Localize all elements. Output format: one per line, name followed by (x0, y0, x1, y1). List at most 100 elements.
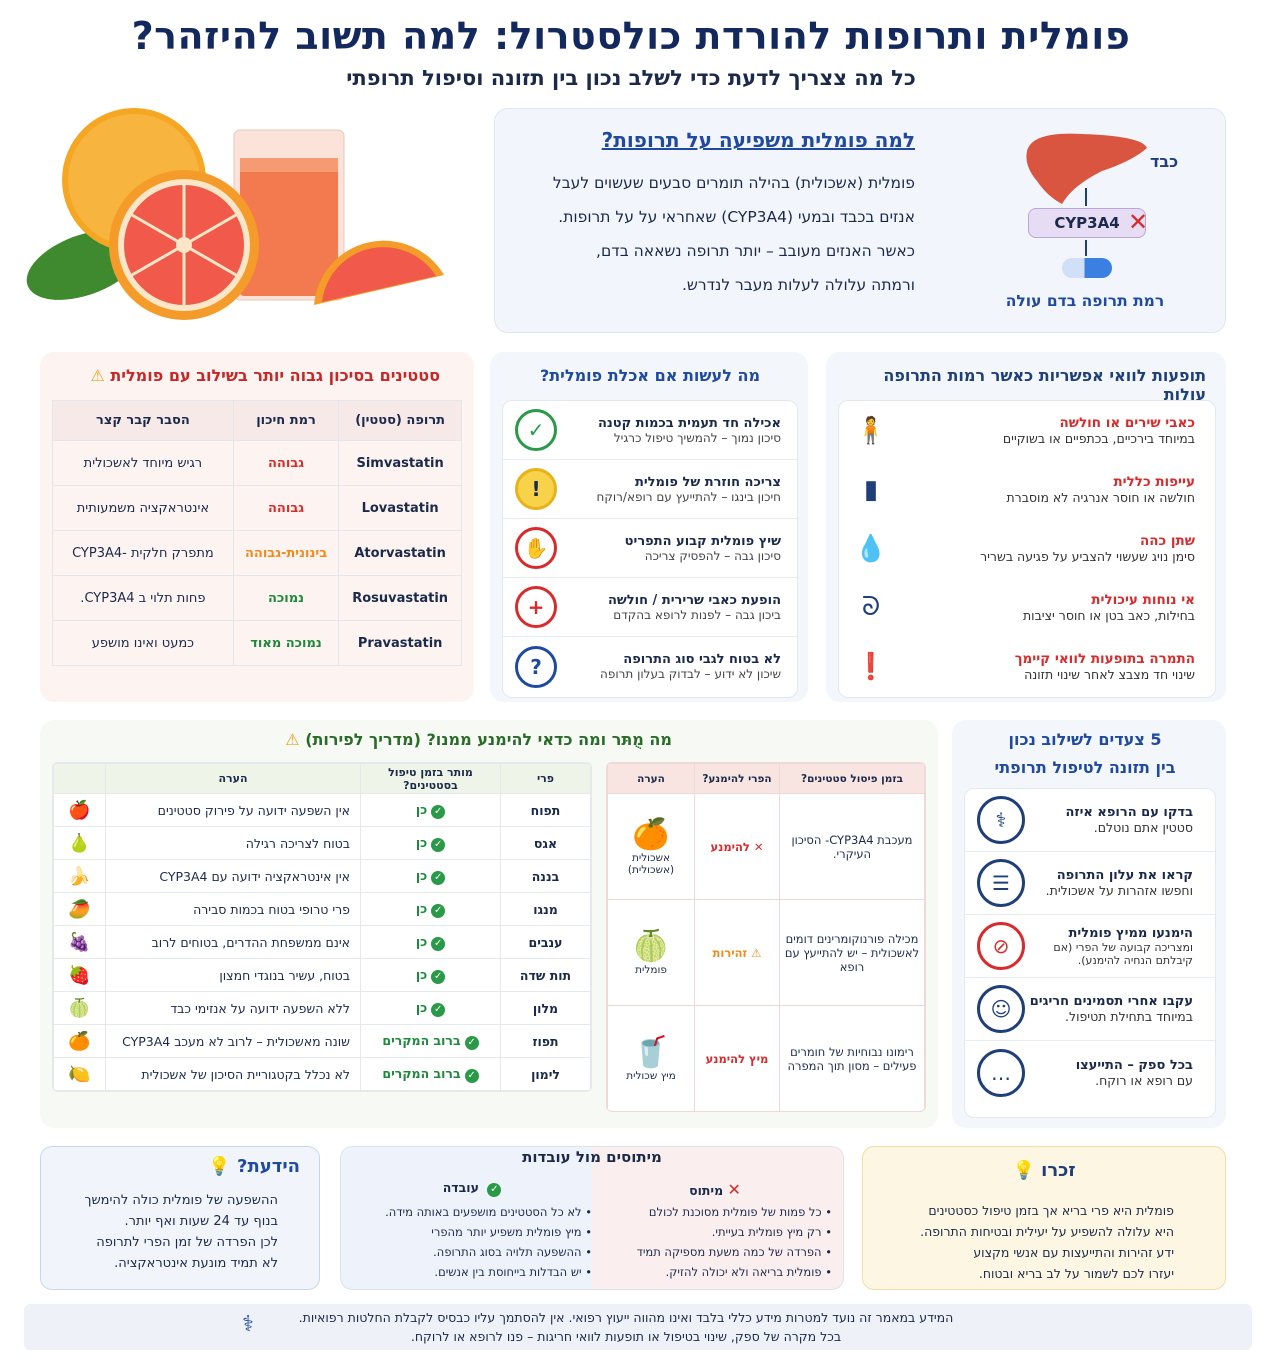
list-item: אי נוחות עיכולית בחילות, כאב בטן או חוסר … (839, 578, 1215, 637)
col-header: בזמן פיסול סטטינים? (779, 763, 925, 794)
lightbulb-icon: 💡 (208, 1156, 231, 1177)
disclaimer: המידע במאמר זה נועד למטרות מידע כללי בלב… (280, 1308, 972, 1346)
avoid-fruit: 🥤 מיץ שכולית (607, 1005, 695, 1111)
myth-header: ✕ מיתוס (689, 1180, 741, 1199)
warning-icon: ⚠ (285, 730, 300, 749)
fruit-icon: 🍎 (53, 793, 106, 827)
effect-sub: בחילות, כאב בטן או חוסר יציבות (1022, 608, 1195, 623)
drop-icon: 💧 (854, 533, 888, 564)
table-row: בננה ✓כן אין אינטראקציה ידועה עם CYP3A4 🍌 (53, 859, 591, 893)
fruit-name: אגס (500, 826, 591, 860)
table-row: ענבים ✓כן אינם ממשפחת ההדרים, בטוחים לרוב 🍇 (53, 925, 591, 959)
list-item: בכל ספק – התייעצו עם רופא או רוקח.… (965, 1041, 1215, 1104)
did-you-know-title: הידעת? 💡 (208, 1156, 300, 1177)
table-row: Lovastatin גבוהה אינטראקציה משמעותית (52, 485, 462, 531)
why-title: למה פומלית משפיעה על תרופות? (601, 128, 915, 152)
side-effects-list: כאבי שירים או חולשה במיוחד בירכיים, בכתפי… (838, 400, 1216, 698)
fruit-note: בטוח, עשיר בנוגדי חמצון (105, 958, 361, 992)
table-row: מנגו ✓כן פרי טרופי בטוח בכמות סבירה 🥭 (53, 892, 591, 926)
list-item: קראו את עלון התרופה וחפשו אזהרות על אשכול… (965, 852, 1215, 915)
action-sub: ביכון גבה – לפנות לרופא בהקדם (613, 607, 781, 622)
action-main: לא בטוח לגבי סוג התרופה (623, 652, 781, 667)
arrow-down-icon (1085, 188, 1087, 206)
col-header: רמת חיכון (232, 400, 340, 441)
table-row: אגס ✓כן בטוח לצריכה רגילה 🍐 (53, 826, 591, 860)
fruit-icon: 🍈 (53, 991, 106, 1025)
table-row: לימון ✓ברוב המקרים לא נכלל בקטגוריית הסיכו… (53, 1057, 591, 1091)
check-icon: ✓ (431, 936, 446, 951)
warning-icon: ⚠ (90, 366, 105, 385)
action-main: הופעת כאבי שרירית / חולשה (607, 592, 781, 608)
table-row: Atorvastatin בינונית-גבוהה מתפרק חלקית -CY… (52, 530, 462, 576)
why-line: כאשר האנזים מעובב – יותר תרופה נשאאה בדם… (596, 242, 915, 260)
document-icon: ☰ (977, 859, 1025, 907)
fruit-name: תות שדה (500, 958, 591, 992)
liver-diagram: כבד CYP3A4 ✕ רמת תרופה בדם עולה (990, 118, 1210, 323)
drug-name: Lovastatin (338, 485, 462, 531)
list-item: כאבי שירים או חולשה במיוחד בירכיים, בכתפי… (839, 401, 1215, 460)
check-icon: ✓ (464, 1035, 479, 1050)
pomelo-icon: 🍈 (632, 929, 670, 964)
avoid-verdict: מיץ להימנע (694, 1005, 780, 1111)
check-icon: ✓ (464, 1068, 479, 1083)
avoid-verdict: ⚠ זהירות (694, 899, 780, 1006)
effect-sub: שינוי חד מצבצ לאחר שינוי תזונה (1024, 667, 1195, 682)
fruit-allowed: ✓ברוב המקרים (360, 1057, 501, 1091)
fruit-icon: 🍌 (53, 859, 106, 893)
footer-bar (24, 1304, 1252, 1350)
myths-title: מיתוסים מול עובדות (522, 1148, 662, 1166)
risk-level: נמוכה מאוד (232, 620, 340, 666)
did-you-know-text: ההשפעה של פומלית כולה להימשך בנוף עד 24 ש… (84, 1193, 278, 1271)
fruit-icon: 🍇 (53, 925, 106, 959)
fruit-table: פרי מותר בזמן טיפול בסטטינים? הערה תפוח ✓… (52, 762, 592, 1092)
table-row: תפוז ✓ברוב המקרים שונה מאשכולית – לרוב לא … (53, 1024, 591, 1058)
action-sub: סיכון נמוך – להמשיך טיפול כרגיל (613, 430, 781, 445)
table-row: Rosuvastatin נמוכה פחות תלוי ב CYP3A4. (52, 575, 462, 621)
fruit-name: תפוז (500, 1024, 591, 1058)
risk-level: גבוהה (232, 440, 340, 486)
why-line: אנזים בכבד ובמעי (CYP3A4) שאחראי על על ת… (558, 208, 915, 226)
table-row: מעכבת CYP3A4- הסיכון העיקרי. ✕ להימנע 🍊 אשכ… (607, 793, 925, 900)
caduceus-icon: ⚕ (242, 1312, 254, 1337)
liver-label: כבד (1150, 152, 1179, 171)
col-header: תרופה (סטטין) (338, 400, 462, 441)
steps-title-1: 5 צעדים לשילוב נכון (1008, 730, 1162, 749)
action-main: שיץ פומלית קבוע התפריט (624, 533, 781, 549)
fruit-allowed: ✓כן (360, 892, 501, 926)
page-subtitle: כל מה צצריך לדעת כדי לשלב נכון בין תזונה… (346, 66, 916, 90)
list-item: עקבו אחרי תסמינים חריגים במיוחד בתחילת תט… (965, 978, 1215, 1041)
stop-hand-icon: ✋ (515, 527, 557, 569)
fruit-allowed: ✓כן (360, 793, 501, 827)
stomach-icon: ᘐ (861, 592, 881, 622)
steps-list: בדקו עם הרופא איזה סטטין אתם נוטלם. ⚕ קראו… (964, 788, 1216, 1118)
step-sub: במיוחד בתחילת תטיפול. (1065, 1009, 1193, 1024)
stethoscope-icon: ⚕ (977, 796, 1025, 844)
risk-note: מתפרק חלקית -CYP3A4 (52, 530, 234, 576)
list-item: הימנעו ממיץ פומלית ומצריכה קבועה של הפרי … (965, 915, 1215, 978)
fruit-allowed: ✓כן (360, 991, 501, 1025)
check-icon: ✓ (515, 409, 557, 451)
person-pain-icon: 🧍 (854, 415, 888, 446)
side-effects-title: תופעות לוואי אפשריות כאשר רמות התרופה עו… (883, 366, 1206, 404)
fruit-name: בננה (500, 859, 591, 893)
fruit-note: שונה מאשכולית – לרוב לא מעכב CYP3A4 (105, 1024, 361, 1058)
fruit-name: ענבים (500, 925, 591, 959)
step-sub: וחפשו אזהרות על אשכולית. (1045, 883, 1193, 898)
fact-list: • לא כל הסטטינים מושפעים באותה מידה. • מי… (385, 1205, 592, 1279)
action-sub: סיכון גבה – להפסיק צריכה (644, 548, 781, 563)
fruit-guide-title: מה מֻתּר ומה כדאי להימנע ממנו? (מדריך לפ… (285, 730, 672, 749)
x-icon: ✕ (727, 1180, 741, 1199)
table-row: Pravastatin נמוכה מאוד כמעט ואינו מושפע (52, 620, 462, 666)
col-header (53, 763, 106, 794)
remember-title: זכרו 💡 (1012, 1160, 1076, 1181)
step-main: הימנעו ממיץ פומלית (1068, 925, 1193, 941)
why-line: ורמתה עלולה לעלות מעבר לנדרש. (682, 276, 915, 294)
battery-icon: ▮ (863, 474, 879, 505)
effect-sub: סימן נויג שעשוי להצביע על פגיעה בשריר (980, 549, 1195, 564)
table-row: רימונו נבוחיות של חומרים פעילים – מסון ת… (607, 1005, 925, 1111)
fruit-note: לא נכלל בקטגוריית הסיכון של אשכולית (105, 1057, 361, 1091)
check-icon: ✓ (431, 1002, 446, 1017)
statins-table: תרופה (סטטין) רמת חיכון הסבר קבר קצר Sim… (52, 400, 462, 666)
disclaimer-line: המידע במאמר זה נועד למטרות מידע כללי בלב… (298, 1310, 954, 1325)
remember-card (862, 1146, 1226, 1290)
